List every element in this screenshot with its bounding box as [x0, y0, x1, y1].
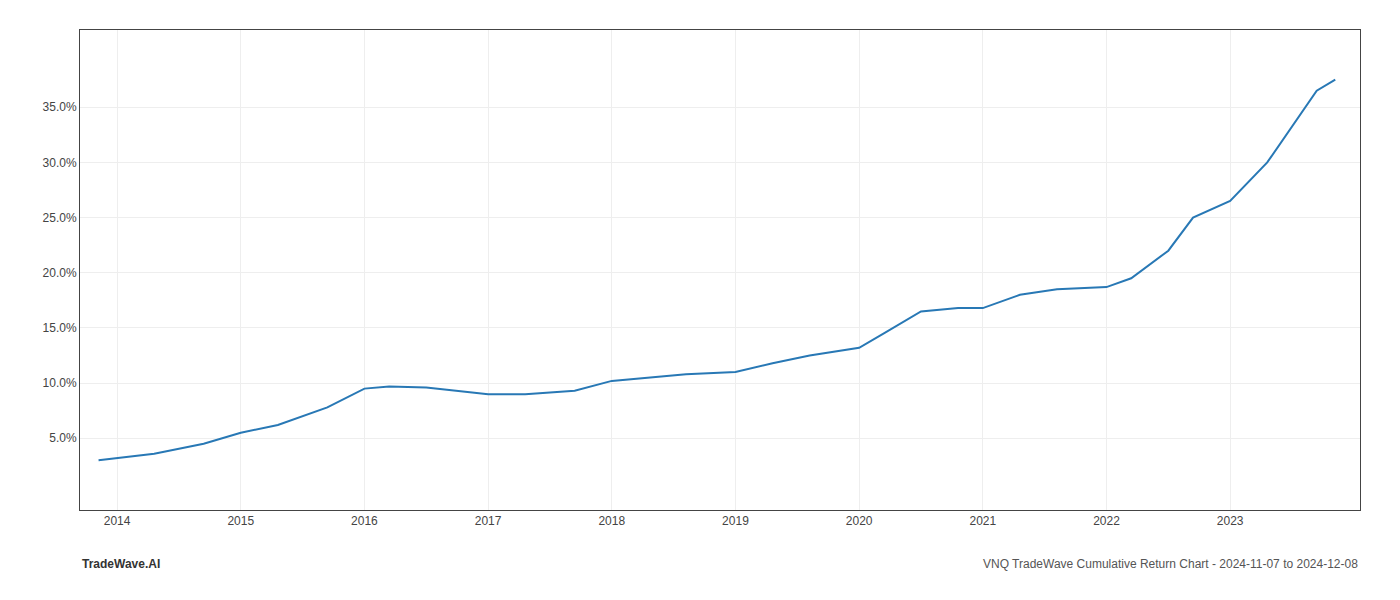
svg-text:30.0%: 30.0%	[43, 156, 77, 170]
svg-text:2015: 2015	[227, 514, 254, 528]
svg-text:35.0%: 35.0%	[43, 100, 77, 114]
svg-text:20.0%: 20.0%	[43, 266, 77, 280]
svg-text:5.0%: 5.0%	[49, 431, 77, 445]
svg-text:15.0%: 15.0%	[43, 321, 77, 335]
svg-text:25.0%: 25.0%	[43, 211, 77, 225]
svg-text:2021: 2021	[969, 514, 996, 528]
svg-text:2020: 2020	[846, 514, 873, 528]
svg-text:2016: 2016	[351, 514, 378, 528]
svg-text:VNQ TradeWave Cumulative Retur: VNQ TradeWave Cumulative Return Chart - …	[983, 557, 1358, 571]
svg-text:2014: 2014	[104, 514, 131, 528]
svg-text:2018: 2018	[598, 514, 625, 528]
svg-text:2017: 2017	[475, 514, 502, 528]
svg-text:2023: 2023	[1217, 514, 1244, 528]
svg-text:10.0%: 10.0%	[43, 376, 77, 390]
svg-text:TradeWave.AI: TradeWave.AI	[82, 557, 160, 571]
svg-text:2022: 2022	[1093, 514, 1120, 528]
svg-text:2019: 2019	[722, 514, 749, 528]
